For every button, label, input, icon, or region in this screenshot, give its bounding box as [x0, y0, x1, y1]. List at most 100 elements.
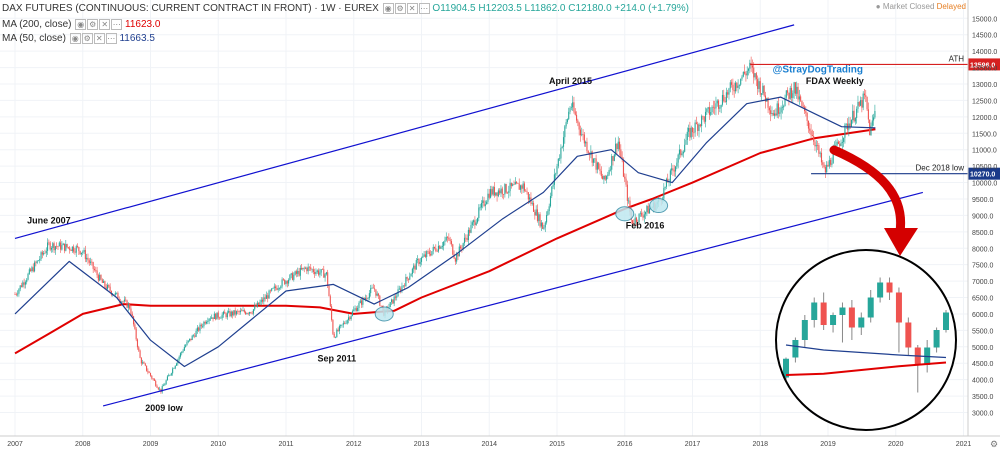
- candle-body: [31, 267, 33, 272]
- candle-body: [861, 100, 863, 108]
- candle-body: [357, 307, 359, 312]
- candle-body: [159, 388, 161, 390]
- candle-body: [359, 300, 361, 304]
- settings-icon[interactable]: ⚙: [81, 33, 93, 44]
- horizontal-levels[interactable]: ATH 13596.0 Dec 2018 low 10270.0: [750, 54, 1000, 180]
- price-axis[interactable]: 3000.0 3500.0 4000.0 4500.0 5000.0 5500.0 6000…: [967, 0, 997, 436]
- candle-body: [430, 254, 432, 256]
- candle-body: [148, 372, 150, 373]
- chart-legend-header: DAX FUTURES (CONTINUOUS: CURRENT CONTRAC…: [2, 3, 689, 14]
- candle-body: [205, 321, 208, 324]
- arrow-shaft: [829, 145, 906, 237]
- candle-body: [63, 243, 66, 251]
- candle-body: [14, 294, 16, 295]
- candle-body: [37, 260, 40, 262]
- time-axis[interactable]: 2007 2008 2009 2010 2011 2012 2013 2014 2015 2016…: [0, 435, 1000, 449]
- close-icon[interactable]: ✕: [93, 33, 105, 44]
- y-tick-label: 14500.0: [972, 33, 997, 40]
- eye-icon[interactable]: ◉: [382, 3, 394, 14]
- candle-body: [271, 288, 273, 291]
- candle-body: [58, 242, 60, 247]
- candle-body: [708, 107, 710, 115]
- inset-border: [775, 249, 957, 431]
- candle-body: [417, 259, 419, 261]
- candle-body: [336, 329, 338, 338]
- candle-body: [790, 87, 793, 98]
- candle-body: [286, 281, 288, 284]
- candle-body: [402, 285, 404, 287]
- candle-body: [440, 247, 442, 249]
- candle-body: [543, 227, 545, 229]
- candle-body: [100, 274, 102, 280]
- trend-channel[interactable]: [14, 24, 924, 407]
- candle-body: [737, 85, 739, 88]
- candle-body: [578, 122, 580, 130]
- candle-body: [349, 317, 351, 320]
- close-icon[interactable]: ✕: [406, 3, 418, 14]
- ma50-label[interactable]: MA (50, close): [2, 33, 66, 44]
- candle-body: [380, 305, 382, 307]
- x-tick-label: 2019: [820, 441, 836, 448]
- eye-icon[interactable]: ◉: [75, 19, 87, 30]
- x-tick-label: 2011: [278, 441, 293, 448]
- candle-body: [130, 308, 132, 314]
- candle-body: [487, 193, 489, 202]
- candle-body: [127, 304, 129, 308]
- settings-icon[interactable]: ⚙: [394, 3, 406, 14]
- candle-body: [212, 317, 214, 320]
- settings-icon[interactable]: ⚙: [87, 19, 99, 30]
- inset-candle-body: [783, 358, 789, 378]
- candle-body: [126, 300, 128, 308]
- market-status: ● Market Closed Delayed: [876, 2, 966, 11]
- candle-body: [355, 308, 357, 312]
- candle-body: [70, 249, 72, 252]
- eye-icon[interactable]: ◉: [69, 33, 81, 44]
- ma50-value: 11663.5: [119, 33, 155, 44]
- candle-body: [202, 326, 204, 327]
- candle-body: [312, 269, 314, 272]
- candle-body: [634, 217, 636, 224]
- candle-body: [23, 282, 25, 285]
- candle-body: [243, 310, 245, 313]
- ma200-label[interactable]: MA (200, close): [2, 19, 72, 30]
- candle-body: [871, 120, 873, 126]
- candle-body: [762, 85, 764, 94]
- close-icon[interactable]: ✕: [99, 19, 111, 30]
- candle-body: [802, 106, 804, 107]
- candle-body: [685, 139, 687, 145]
- candle-body: [793, 82, 795, 94]
- more-icon[interactable]: ⋯: [111, 19, 123, 30]
- more-icon[interactable]: ⋯: [418, 3, 430, 14]
- symbol-title[interactable]: DAX FUTURES (CONTINUOUS: CURRENT CONTRAC…: [2, 3, 379, 14]
- price-tag-box: [968, 58, 1000, 71]
- highlight-ellipse: [649, 198, 669, 214]
- candle-body: [665, 178, 667, 187]
- candle-body: [135, 328, 137, 340]
- candle-body: [228, 310, 230, 313]
- candle-body: [815, 145, 817, 147]
- candle-body: [170, 373, 172, 375]
- candle-body: [465, 237, 467, 239]
- candle-body: [65, 243, 67, 251]
- candle-body: [745, 73, 747, 76]
- candle-body: [263, 297, 265, 302]
- inset-candle-body: [811, 302, 818, 320]
- candle-body: [552, 184, 554, 187]
- candle-body: [90, 261, 92, 263]
- candle-body: [632, 220, 634, 224]
- candle-body: [447, 237, 449, 238]
- candle-body: [225, 313, 227, 318]
- candle-body: [638, 213, 640, 223]
- candle-body: [276, 288, 278, 290]
- candle-body: [73, 246, 75, 252]
- candle-body: [742, 71, 744, 77]
- x-tick-label: 2021: [956, 441, 972, 448]
- candle-body: [675, 166, 677, 172]
- candle-body: [538, 214, 540, 221]
- inset-candle-body: [820, 302, 827, 325]
- more-icon[interactable]: ⋯: [105, 33, 117, 44]
- candle-body: [208, 318, 210, 321]
- inset-candle-body: [867, 297, 874, 318]
- candle-body: [19, 285, 21, 290]
